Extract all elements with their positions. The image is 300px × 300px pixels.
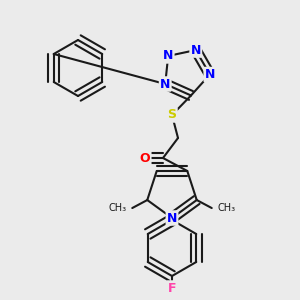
Text: N: N — [167, 212, 177, 224]
Text: N: N — [163, 50, 173, 62]
Text: N: N — [205, 68, 215, 81]
Text: F: F — [168, 281, 176, 295]
Text: CH₃: CH₃ — [108, 203, 126, 213]
Text: O: O — [140, 152, 150, 164]
Text: N: N — [160, 77, 170, 91]
Text: CH₃: CH₃ — [218, 203, 236, 213]
Text: N: N — [190, 44, 201, 57]
Text: S: S — [167, 109, 176, 122]
